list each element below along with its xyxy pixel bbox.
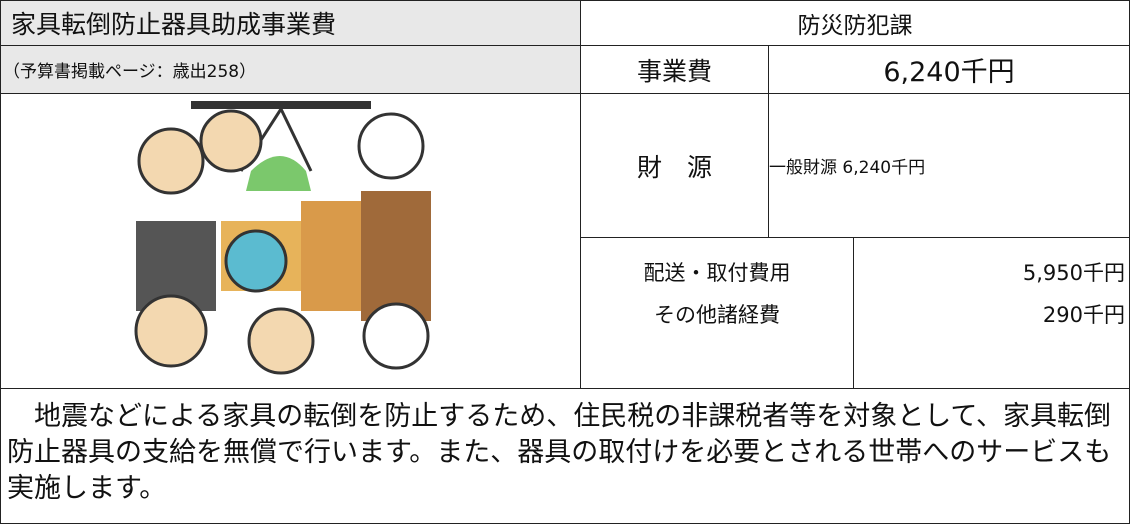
breakdown-amounts: 5,950千円 290千円 (853, 237, 1130, 389)
cost-label: 事業費 (580, 45, 769, 94)
title: 家具転倒防止器具助成事業費 (0, 0, 581, 46)
description: 地震などによる家具の転倒を防止するため、住民税の非課税者等を対象として、家具転倒… (0, 388, 1130, 524)
department: 防災防犯課 (580, 0, 1130, 46)
breakdown-label: その他諸経費 (654, 303, 780, 327)
breakdown-amount: 290千円 (1042, 303, 1125, 327)
illustration-cell (0, 93, 581, 389)
breakdown-labels: 配送・取付費用 その他諸経費 (580, 237, 854, 389)
illustration (134, 101, 431, 375)
cost: 6,240千円 (768, 45, 1130, 94)
breakdown-amount: 5,950千円 (1022, 261, 1125, 285)
budget-page: （予算書掲載ページ：歳出258） (0, 45, 581, 94)
funding-label: 財 源 (580, 93, 769, 238)
funding-value: 一般財源 6,240千円 (768, 93, 1130, 238)
breakdown-label: 配送・取付費用 (643, 261, 791, 285)
